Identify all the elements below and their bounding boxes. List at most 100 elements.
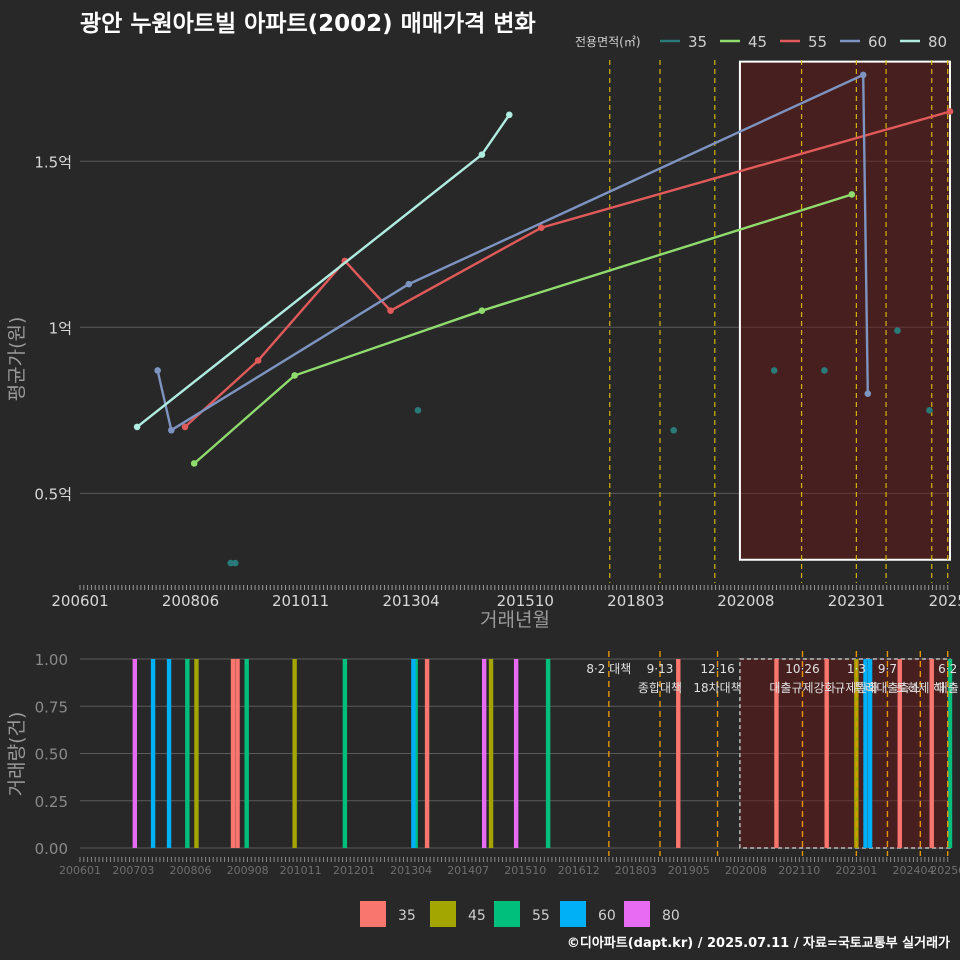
bottom-x-tick-label: 20250	[930, 864, 960, 877]
top-highlight-window	[738, 60, 951, 561]
series-80-point-0	[133, 423, 141, 431]
legend-label-35: 35	[688, 33, 707, 51]
policy-sublabel-4: 규제완화	[834, 681, 878, 695]
bar-55-2	[342, 659, 348, 848]
bar-45-2	[488, 659, 494, 848]
bottom-x-tick-label: 201510	[504, 864, 546, 877]
series-45-point-2	[478, 307, 486, 314]
policy-label-1: 9·13	[647, 662, 674, 676]
bar-35-7	[929, 659, 934, 848]
top-y-tick-label: 1억	[49, 319, 72, 337]
policy-sublabel-3: 대출규제강화	[769, 681, 835, 695]
series-45-point-1	[291, 372, 298, 379]
bottom-x-tick-label: 201612	[558, 864, 600, 877]
bar-35-2	[424, 659, 430, 848]
series-55-point-0	[181, 423, 189, 431]
series-60-point-2	[405, 280, 413, 288]
bottom-legend-key-55	[494, 901, 520, 927]
bar-35-6	[897, 659, 902, 848]
bottom-x-tick-label: 200806	[170, 864, 212, 877]
series-35-point-0	[227, 559, 235, 567]
bottom-legend-key-35	[360, 901, 386, 927]
bottom-x-tick-label: 202008	[725, 864, 767, 877]
series-55-line	[184, 110, 951, 428]
bottom-minor-ticks	[79, 857, 949, 862]
bar-80-2	[513, 659, 519, 848]
bar-60-2	[411, 659, 416, 848]
bottom-x-tick-label: 202404	[892, 864, 934, 877]
legend-label-60: 60	[868, 33, 887, 51]
policy-sublabel-1: 종합대책	[638, 680, 682, 695]
bottom-legend-label-55: 55	[532, 908, 550, 924]
series-60-point-3	[859, 71, 867, 79]
policy-label-5: 9·7	[878, 662, 897, 676]
bottom-x-tick-label: 200601	[59, 864, 101, 877]
bar-45-0	[194, 659, 199, 848]
series-45-point-0	[190, 460, 198, 467]
series-55-point-3	[387, 307, 394, 314]
source-caption: ©디아파트(dapt.kr) / 2025.07.11 / 자료=국토교통부 실…	[566, 936, 950, 951]
series-60-point-1	[168, 426, 175, 434]
bottom-y-tick-label: 0.00	[35, 840, 68, 858]
policy-label-2: 12·16	[700, 662, 734, 676]
policy-sublabel-5: 특례대출축소	[854, 681, 920, 695]
bottom-x-tick-label: 200908	[227, 864, 269, 877]
series-35-point-4	[770, 367, 778, 374]
series-35-point-5	[821, 367, 828, 374]
bottom-legend-key-45	[430, 901, 456, 927]
series-35-point-3	[670, 426, 678, 434]
bottom-x-tick-label: 201304	[390, 864, 432, 877]
bar-55-5	[947, 659, 953, 848]
top-x-tick-label: 201011	[272, 592, 329, 610]
policy-sublabel-7: 대출	[937, 681, 959, 695]
series-35-point-1	[231, 559, 239, 567]
policy-label-4: 1·3	[847, 662, 866, 676]
top-x-tick-label: 202008	[717, 592, 774, 610]
bottom-y-tick-label: 0.25	[35, 793, 68, 811]
legend-label-55: 55	[808, 33, 827, 51]
bar-60-0	[150, 659, 156, 848]
series-55-point-4	[537, 224, 545, 231]
bar-55-1	[244, 659, 249, 848]
legend-label-80: 80	[928, 33, 947, 51]
bottom-legend-label-80: 80	[662, 908, 680, 924]
series-35-point-6	[894, 327, 901, 334]
bar-60-3	[863, 659, 868, 848]
bar-60-4	[867, 659, 873, 848]
bar-35-1	[235, 659, 240, 848]
bottom-legend-label-45: 45	[468, 908, 486, 924]
bar-35-0	[230, 659, 236, 848]
bottom-y-tick-label: 0.50	[35, 746, 68, 764]
bar-80-0	[132, 659, 138, 848]
bottom-legend-key-80	[624, 901, 650, 927]
legend-label-45: 45	[748, 33, 767, 51]
bottom-x-tick-label: 201407	[447, 864, 489, 877]
legend-title: 전용면적(㎡)	[575, 35, 641, 49]
bar-60-1	[166, 659, 172, 848]
top-x-tick-label: 200806	[162, 592, 219, 610]
bar-35-5	[824, 659, 829, 848]
policy-label-3: 10·26	[785, 662, 819, 676]
series-80-point-2	[505, 111, 513, 119]
bottom-y-axis-title: 거래량(건)	[6, 712, 28, 797]
series-55-point-1	[254, 357, 262, 364]
top-x-tick-label: 201304	[382, 592, 439, 610]
bottom-x-tick-label: 202301	[835, 864, 877, 877]
top-minor-ticks	[79, 585, 949, 590]
series-55-point-5	[946, 108, 954, 115]
series-45-point-3	[848, 191, 856, 198]
series-60-point-0	[154, 367, 161, 374]
series-80-point-1	[478, 151, 486, 158]
bar-35-3	[676, 659, 681, 848]
bar-45-1	[292, 659, 297, 848]
series-45-line	[193, 193, 853, 465]
top-x-tick-label: 2025	[929, 592, 960, 610]
bottom-y-tick-label: 1.00	[35, 651, 68, 669]
bottom-y-tick-label: 0.75	[35, 698, 68, 716]
series-35-point-2	[414, 407, 422, 414]
top-x-axis-title: 거래년월	[480, 609, 550, 631]
bar-55-3	[413, 659, 418, 848]
bottom-legend-key-60	[560, 901, 586, 927]
